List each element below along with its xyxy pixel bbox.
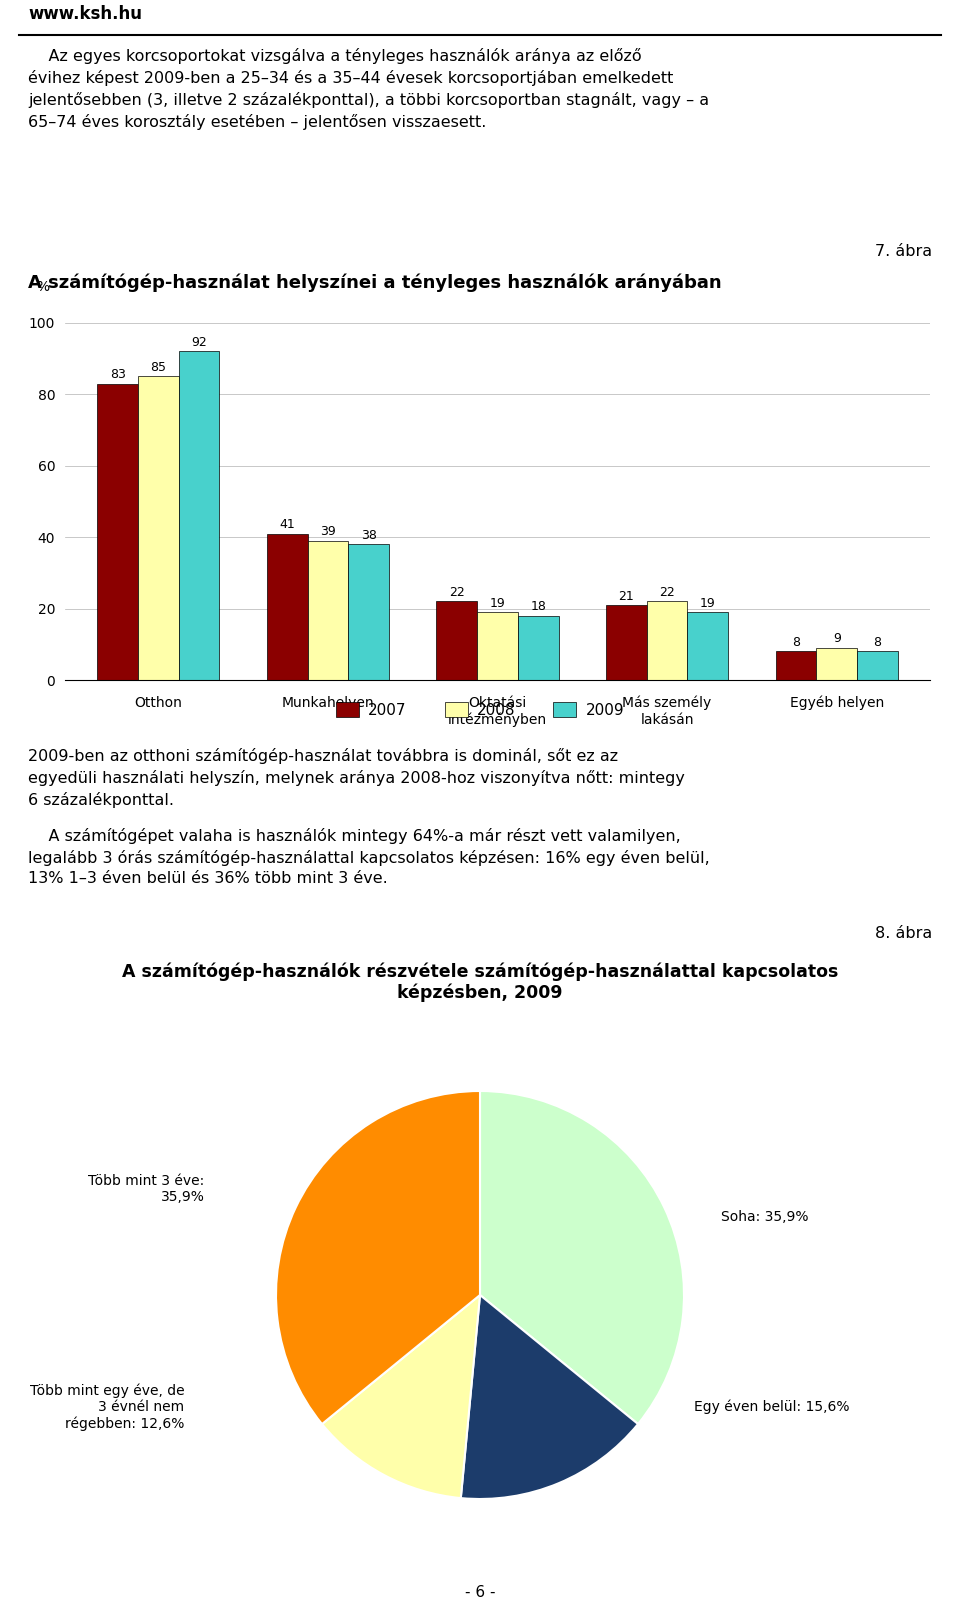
Text: 39: 39	[320, 526, 336, 539]
Text: 19: 19	[700, 597, 716, 610]
Wedge shape	[461, 1295, 638, 1498]
Bar	[437, 602, 477, 681]
Text: 19: 19	[490, 597, 505, 610]
Text: 85: 85	[151, 361, 166, 374]
Bar	[138, 376, 179, 681]
Text: www.ksh.hu: www.ksh.hu	[28, 5, 142, 23]
Bar	[687, 613, 729, 681]
Bar	[179, 352, 219, 681]
Text: Soha: 35,9%: Soha: 35,9%	[721, 1210, 808, 1224]
Bar	[816, 648, 857, 681]
Text: A számítógép-használat helyszínei a tényleges használók arányában: A számítógép-használat helyszínei a tény…	[28, 274, 722, 292]
Text: Több mint egy éve, de
3 évnél nem
régebben: 12,6%: Több mint egy éve, de 3 évnél nem régebb…	[30, 1384, 184, 1431]
Text: Egy éven belül: 15,6%: Egy éven belül: 15,6%	[694, 1400, 850, 1415]
Text: 92: 92	[191, 336, 206, 348]
Text: 8: 8	[874, 636, 881, 648]
Bar	[857, 652, 898, 681]
Wedge shape	[480, 1090, 684, 1424]
Bar	[348, 544, 389, 681]
Text: 2009-ben az otthoni számítógép-használat továbbra is dominál, sőt ez az
egyedüli: 2009-ben az otthoni számítógép-használat…	[28, 748, 684, 808]
Text: 22: 22	[660, 586, 675, 598]
Text: Több mint 3 éve:
35,9%: Több mint 3 éve: 35,9%	[88, 1174, 204, 1203]
Wedge shape	[322, 1295, 480, 1498]
Bar	[97, 384, 138, 681]
Legend: 2007, 2008, 2009: 2007, 2008, 2009	[329, 697, 631, 724]
Bar	[267, 534, 307, 681]
Text: 22: 22	[449, 586, 465, 598]
Bar	[307, 540, 348, 681]
Text: - 6 -: - 6 -	[465, 1586, 495, 1600]
Text: Az egyes korcsoportokat vizsgálva a tényleges használók aránya az előző
évihez k: Az egyes korcsoportokat vizsgálva a tény…	[28, 48, 709, 129]
Text: 8: 8	[792, 636, 800, 648]
Text: 41: 41	[279, 518, 295, 531]
Text: 7. ábra: 7. ábra	[875, 245, 932, 260]
Bar	[647, 602, 687, 681]
Text: %: %	[36, 281, 50, 294]
Text: A számítógép-használók részvétele számítógép-használattal kapcsolatos
képzésben,: A számítógép-használók részvétele számít…	[122, 961, 838, 1002]
Text: 21: 21	[618, 589, 635, 603]
Text: A számítógépet valaha is használók mintegy 64%-a már részt vett valamilyen,
lega: A számítógépet valaha is használók minte…	[28, 827, 709, 886]
Bar	[517, 616, 559, 681]
Text: 8. ábra: 8. ábra	[875, 926, 932, 942]
Text: 18: 18	[530, 600, 546, 613]
Text: 83: 83	[109, 368, 126, 381]
Text: 9: 9	[832, 632, 841, 645]
Bar	[606, 605, 647, 681]
Bar	[776, 652, 816, 681]
Wedge shape	[276, 1090, 480, 1424]
Text: 38: 38	[361, 529, 376, 542]
Bar	[477, 613, 517, 681]
